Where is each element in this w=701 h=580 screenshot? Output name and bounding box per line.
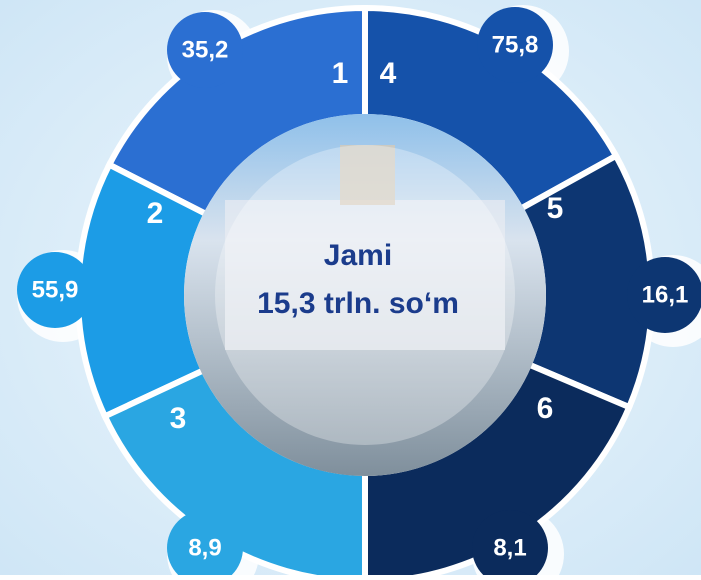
segment-number: 3 [170, 402, 187, 435]
value-bubble [472, 510, 548, 580]
segment-value: 8,9 [188, 534, 221, 561]
building [225, 200, 505, 350]
segment-value: 55,9 [32, 276, 79, 303]
segment-value: 8,1 [493, 534, 526, 561]
value-bubble [477, 7, 553, 83]
center-overlay [215, 145, 515, 445]
value-bubble [627, 257, 701, 333]
segment-value: 35,2 [182, 36, 229, 63]
center-line2: 15,3 trln. so‘m [257, 287, 459, 320]
segment-number: 5 [547, 192, 564, 225]
value-bubble [167, 510, 243, 580]
segment-number: 6 [537, 392, 554, 425]
segment-number: 4 [380, 57, 397, 90]
building-top [340, 145, 395, 205]
center-line1: Jami [324, 239, 392, 272]
value-bubble [17, 252, 93, 328]
segment-number: 2 [147, 197, 164, 230]
segment-value: 16,1 [642, 281, 689, 308]
segment-value: 75,8 [492, 31, 539, 58]
segment-number: 1 [332, 57, 349, 90]
value-bubble [167, 12, 243, 88]
labels: 35,2 1 55,9 2 8,9 3 75,8 4 16,1 5 8,1 6 [32, 31, 689, 561]
